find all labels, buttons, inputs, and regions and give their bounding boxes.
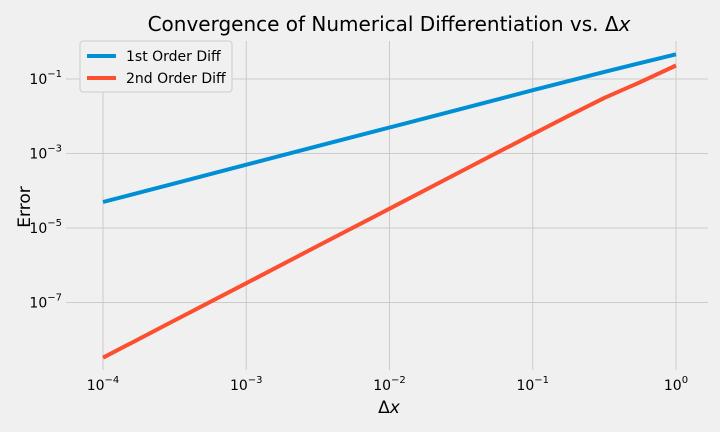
legend-box [79, 40, 233, 93]
y-tick-label: 10−5 [29, 218, 62, 237]
y-tick-labels: 10−1 10−3 10−5 10−7 [29, 69, 62, 312]
chart-title: Convergence of Numerical Differentiation… [148, 12, 631, 36]
legend-label-1st-order: 1st Order Diff [126, 49, 221, 65]
x-tick-label: 10−1 [516, 375, 549, 394]
x-tick-label: 100 [664, 375, 688, 394]
series-line-1st-order [102, 52, 677, 204]
x-tick-label: 10−3 [230, 375, 263, 394]
legend-label-2nd-order: 2nd Order Diff [126, 71, 226, 87]
series-line-2nd-order [102, 63, 677, 360]
series-lines [102, 52, 677, 360]
legend: 1st Order Diff 2nd Order Diff [79, 40, 233, 93]
x-tick-label: 10−2 [373, 375, 406, 394]
x-tick-label: 10−4 [87, 375, 120, 394]
y-tick-label: 10−1 [29, 69, 62, 88]
x-tick-labels: 10−4 10−3 10−2 10−1 100 [87, 375, 688, 394]
x-axis-label: Δx [378, 398, 401, 418]
y-tick-label: 10−7 [29, 293, 62, 312]
grid [66, 41, 708, 370]
y-tick-label: 10−3 [29, 144, 62, 163]
y-axis-label: Error [15, 186, 35, 227]
